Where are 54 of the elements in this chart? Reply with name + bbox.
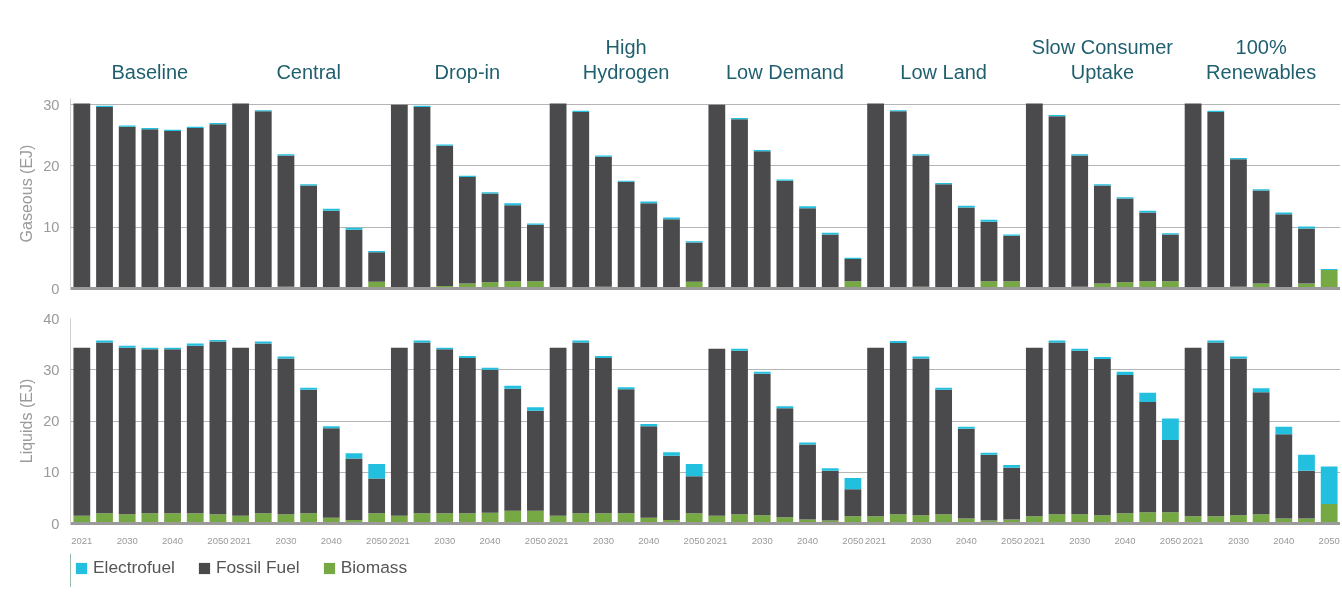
x-tick-label: 2050 [1001, 534, 1023, 546]
y-axis-title: Gaseous (EJ) [18, 144, 36, 243]
y-tick-label: 30 [43, 361, 60, 378]
x-tick-label: 2050 [524, 534, 546, 546]
y-tick-label: 10 [43, 464, 60, 481]
x-tick-label: 2050 [1159, 534, 1181, 546]
x-tick-label: 2030 [910, 534, 932, 546]
legend-label: Biomass [340, 557, 408, 578]
text: Low Demand [725, 61, 844, 84]
text: Baseline [111, 61, 189, 84]
text: High Hydrogen [582, 36, 670, 84]
x-tick-label: 2030 [1227, 534, 1250, 546]
x-tick-label: 2040 [638, 534, 660, 546]
text: Central [276, 61, 341, 84]
x-tick-label: 2030 [592, 534, 615, 546]
x-tick-label: 2021 [706, 534, 728, 546]
legend-label: Electrofuel [93, 557, 175, 578]
x-tick-label: 2050 [207, 534, 229, 546]
x-tick-label: 2050 [683, 534, 705, 546]
x-tick-label: 2021 [547, 534, 569, 546]
x-tick-label: 2030 [434, 534, 456, 546]
x-tick-label: 2040 [161, 534, 184, 546]
x-tick-label: 2040 [320, 534, 342, 546]
x-tick-label: 2050 [366, 534, 388, 546]
y-tick-label: 30 [43, 96, 60, 113]
y-tick-label: 40 [43, 310, 60, 327]
x-tick-label: 2021 [1023, 534, 1045, 546]
y-tick-label: 20 [43, 157, 60, 174]
x-tick-label: 2040 [955, 534, 977, 546]
text: Drop-in [434, 61, 501, 84]
x-tick-label: 2021 [230, 534, 252, 546]
x-tick-label: 2040 [1114, 534, 1136, 546]
x-tick-label: 2050 [1318, 534, 1340, 546]
x-tick-label: 2021 [388, 534, 410, 546]
x-tick-label: 2040 [1273, 534, 1295, 546]
x-tick-label: 2030 [116, 534, 138, 546]
y-axis-title: Liquids (EJ) [18, 378, 36, 464]
x-tick-label: 2021 [71, 534, 93, 546]
y-tick-label: 10 [43, 219, 60, 236]
y-tick-label: 0 [51, 280, 60, 297]
y-tick-label: 0 [51, 515, 60, 532]
x-tick-label: 2021 [1182, 534, 1204, 546]
x-tick-label: 2050 [842, 534, 864, 546]
x-tick-label: 2030 [1069, 534, 1091, 546]
x-tick-label: 2040 [796, 534, 819, 546]
x-tick-label: 2021 [865, 534, 887, 546]
text: Slow Consumer Uptake [1031, 36, 1174, 84]
text: Low Land [900, 61, 988, 84]
x-tick-label: 2040 [479, 534, 501, 546]
legend-label: Fossil Fuel [215, 557, 300, 578]
y-tick-label: 20 [43, 413, 60, 429]
x-tick-label: 2030 [751, 534, 773, 546]
text: 100% Renewables [1206, 36, 1317, 84]
x-tick-label: 2030 [275, 534, 297, 546]
